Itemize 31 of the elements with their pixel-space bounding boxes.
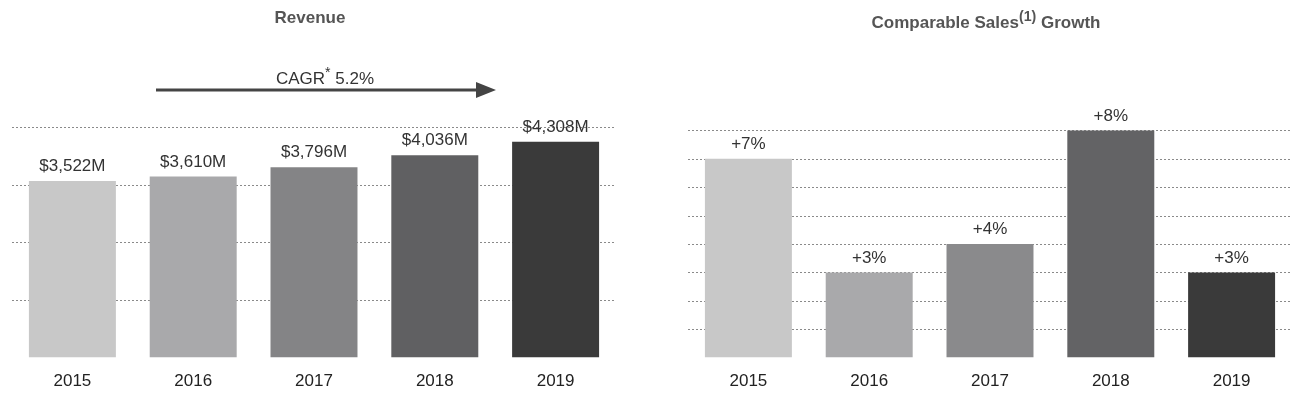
bar xyxy=(512,141,600,358)
data-label: $3,796M xyxy=(280,142,348,162)
bar xyxy=(149,176,237,358)
x-tick-label: 2016 xyxy=(850,371,889,391)
data-label: +4% xyxy=(972,219,1008,239)
data-label: +3% xyxy=(851,247,887,267)
data-label: +7% xyxy=(731,133,766,153)
text: CAGR$^{*}$ 5.2% xyxy=(274,64,376,89)
bar xyxy=(391,155,479,358)
bar xyxy=(1067,130,1155,358)
bar xyxy=(825,272,913,358)
x-tick-label: 2018 xyxy=(415,371,454,391)
data-label: $3,522M xyxy=(39,156,106,176)
bar xyxy=(28,181,116,358)
x-tick-label: 2019 xyxy=(536,371,575,391)
x-tick-label: 2015 xyxy=(53,371,92,391)
x-tick-label: 2017 xyxy=(971,371,1009,391)
chart-title: Comparable Sales$^{(1)}$ Growth xyxy=(870,8,1102,33)
data-label: +8% xyxy=(1093,105,1129,125)
chart-title: Revenue xyxy=(273,8,347,28)
data-label: +3% xyxy=(1214,247,1249,267)
bar xyxy=(704,158,792,358)
x-tick-label: 2016 xyxy=(174,371,213,391)
x-tick-label: 2018 xyxy=(1091,371,1130,391)
data-label: $4,036M xyxy=(401,130,468,150)
x-tick-label: 2017 xyxy=(295,371,333,391)
data-label: $4,308M xyxy=(522,116,589,136)
data-label: $3,610M xyxy=(160,151,227,171)
bar xyxy=(1188,272,1276,358)
x-tick-label: 2019 xyxy=(1212,371,1251,391)
x-tick-label: 2015 xyxy=(729,371,768,391)
